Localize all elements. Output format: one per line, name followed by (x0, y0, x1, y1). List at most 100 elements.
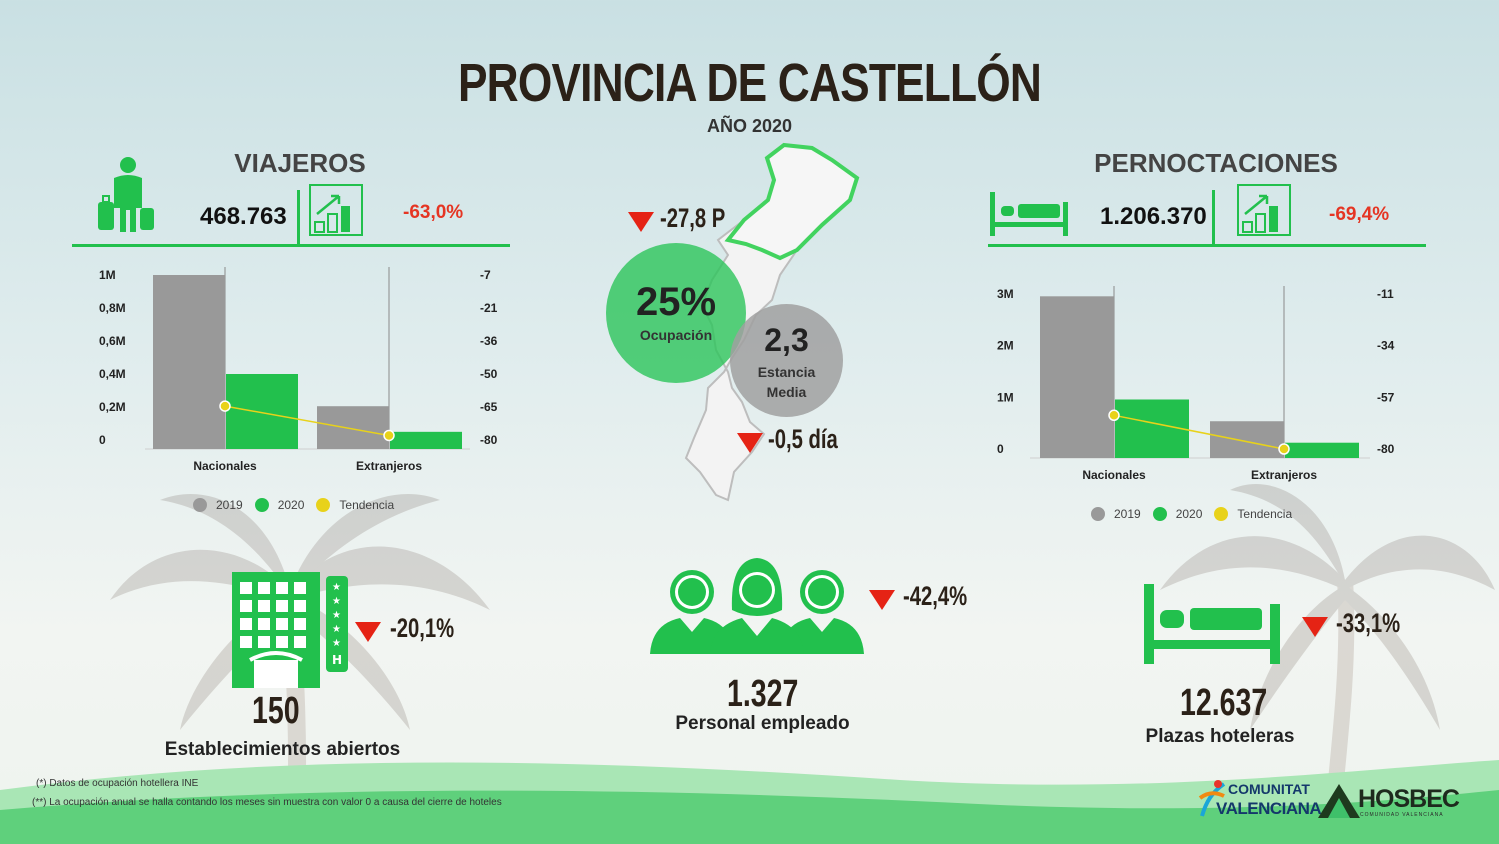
svg-text:★: ★ (332, 610, 341, 621)
ocupacion-label: Ocupación (639, 327, 713, 343)
down-arrow-icon (869, 590, 895, 610)
legend-2019-label: 2019 (1114, 507, 1141, 521)
trend-point (383, 429, 395, 442)
right-tick-label: -65 (480, 400, 498, 414)
viajeros-divider-vertical (297, 190, 300, 246)
staff-people-icon (650, 558, 864, 654)
right-tick-label: -80 (1377, 442, 1395, 456)
bar-2019 (1040, 296, 1114, 458)
footnote-2: (**) La ocupación anual se halla contand… (32, 797, 502, 808)
legend-2019-swatch (193, 498, 207, 512)
growth-chart-icon-2 (1237, 184, 1291, 236)
viajeros-divider (72, 244, 510, 247)
left-tick-label: 0,8M (99, 301, 126, 315)
right-tick-label: -21 (480, 301, 498, 315)
comunitat-valenciana-logo-mark (1198, 780, 1226, 817)
pernoctaciones-title: PERNOCTACIONES (1094, 148, 1338, 178)
svg-text:H: H (332, 653, 342, 667)
left-tick-label: 2M (997, 339, 1014, 353)
bottom-wave-decoration (0, 760, 1499, 844)
legend-2019-swatch (1091, 507, 1105, 521)
ocupacion-circle (606, 243, 746, 383)
right-tick-label: -50 (480, 367, 498, 381)
legend-2020-label: 2020 (277, 498, 305, 512)
plazas-value: 12.637 (1180, 682, 1268, 724)
right-tick-label: -7 (480, 268, 491, 282)
svg-text:★: ★ (332, 638, 341, 649)
viajeros-legend: 2019 2020 Tendencia (193, 498, 394, 512)
personal-value: 1.327 (727, 673, 799, 715)
trend-point (1278, 443, 1290, 455)
establecimientos-change: -20,1% (390, 613, 455, 643)
left-tick-label: 0,6M (99, 334, 126, 348)
left-tick-label: 1M (99, 268, 116, 282)
growth-chart-icon (309, 184, 363, 236)
region-map (684, 142, 860, 502)
personal-change: -42,4% (903, 581, 968, 611)
viajeros-chart-svg: 1M 0,8M 0,6M 0,4M 0,2M 0 -7 -21 -36 -50 -65 -80 Naci… (99, 267, 498, 473)
bed-icon (990, 192, 1068, 236)
pernoctaciones-change: -69,4% (1329, 204, 1390, 225)
right-tick-label: -36 (480, 334, 498, 348)
legend-trend-swatch (316, 498, 331, 512)
pernoctaciones-legend: 2019 2020 Tendencia (1091, 507, 1292, 521)
plazas-change: -33,1% (1336, 608, 1401, 638)
down-arrow-icon (628, 212, 654, 232)
right-tick-label: -57 (1377, 390, 1395, 404)
x-category-label: Nacionales (193, 459, 257, 473)
trend-line (1113, 414, 1285, 450)
hosbec-logo-mark (1318, 784, 1360, 818)
right-tick-label: -80 (480, 433, 498, 447)
right-tick-label: -11 (1377, 287, 1394, 301)
legend-2020-swatch (254, 498, 269, 512)
plazas-label: Plazas hoteleras (1145, 726, 1295, 747)
legend-2020-swatch (1152, 507, 1167, 521)
svg-text:★: ★ (332, 596, 341, 607)
pernoctaciones-divider (988, 244, 1426, 247)
pernoctaciones-total: 1.206.370 (1100, 203, 1207, 230)
pernoctaciones-chart: 3M 2M 1M 0 -11 -34 -57 -80 Nacionales Extranjeros (995, 276, 1415, 486)
hotel-bed-icon (1144, 584, 1280, 664)
bar-2020 (226, 374, 298, 449)
traveler-icon (98, 157, 154, 232)
page-subtitle: AÑO 2020 (706, 116, 793, 136)
footnote-1: (*) Datos de ocupación hotellera INE (36, 778, 199, 789)
legend-2020-label: 2020 (1175, 507, 1203, 521)
page-title: PROVINCIA DE CASTELLÓN (457, 53, 1042, 113)
pernoctaciones-chart-svg: 3M 2M 1M 0 -11 -34 -57 -80 Nacionales Extranjeros (997, 286, 1395, 482)
left-tick-label: 0 (99, 433, 106, 447)
establecimientos-value: 150 (252, 690, 300, 732)
hosbec-logo-text: HOSBEC (1358, 785, 1460, 813)
left-tick-label: 1M (997, 390, 1014, 404)
viajeros-change: -63,0% (403, 202, 464, 223)
estancia-label-2: Media (766, 384, 807, 400)
svg-text:★: ★ (332, 582, 341, 593)
trend-point (1108, 409, 1120, 422)
estancia-circle (730, 304, 843, 417)
left-tick-label: 0,4M (99, 367, 126, 381)
bar-2019 (1210, 421, 1284, 458)
ocupacion-value: 25% (635, 280, 717, 324)
viajeros-chart: 1M 0,8M 0,6M 0,4M 0,2M 0 -7 -21 -36 -50 -65 -80 Naci… (95, 262, 515, 477)
bar-2020 (390, 431, 462, 449)
ocupacion-delta: -27,8 P (660, 203, 726, 233)
bar-2020 (1115, 399, 1189, 458)
bar-2019 (317, 406, 389, 449)
bar-2020 (1285, 442, 1359, 458)
viajeros-title: VIAJEROS (234, 148, 366, 178)
x-category-label: Extranjeros (1251, 468, 1317, 482)
hotel-building-icon: ★ ★ ★ ★ ★ H (232, 572, 348, 688)
comunitat-logo-line1: COMUNITAT (1228, 781, 1310, 797)
estancia-delta: -0,5 día (768, 424, 838, 454)
estancia-value: 2,3 (764, 322, 809, 358)
right-tick-label: -34 (1377, 339, 1395, 353)
down-arrow-icon (1302, 617, 1328, 637)
left-tick-label: 0,2M (99, 400, 126, 414)
pernoctaciones-divider-vertical (1212, 190, 1215, 246)
hosbec-logo-subtext: COMUNIDAD VALENCIANA (1360, 812, 1444, 818)
x-category-label: Extranjeros (356, 459, 422, 473)
bar-2019 (153, 275, 225, 449)
viajeros-total: 468.763 (200, 203, 287, 230)
estancia-label-1: Estancia (757, 364, 816, 380)
trend-line (224, 405, 390, 437)
